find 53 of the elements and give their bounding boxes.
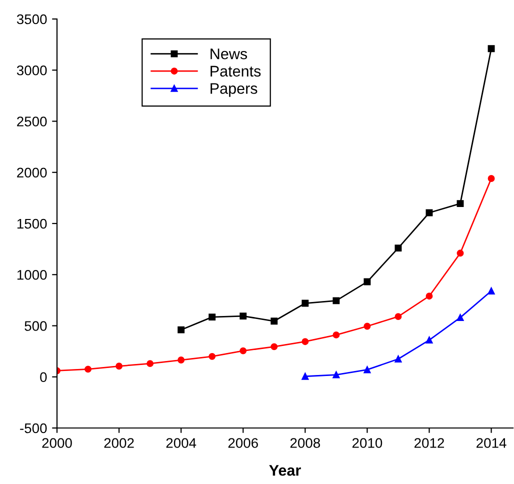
- point: [178, 326, 185, 334]
- point: [364, 278, 371, 286]
- point: [84, 366, 92, 373]
- x-tick-label: 2014: [476, 438, 506, 448]
- x-tick-label: 2004: [166, 438, 196, 448]
- x-tick-label: 2010: [352, 438, 382, 448]
- x-tick-label: 2006: [228, 438, 258, 448]
- y-tick-label: 2000: [17, 168, 47, 178]
- point: [270, 318, 278, 325]
- point: [270, 343, 278, 350]
- point: [426, 209, 433, 216]
- point: [488, 288, 495, 294]
- point: [426, 336, 433, 344]
- x-tick-label: 2002: [104, 438, 134, 448]
- point: [332, 371, 340, 378]
- point: [426, 292, 433, 300]
- point: [332, 297, 340, 304]
- y-tick-label: 3500: [16, 14, 47, 24]
- point: [208, 352, 216, 360]
- point: [302, 300, 309, 307]
- point: [240, 347, 247, 354]
- point: [146, 360, 154, 368]
- point: [488, 45, 495, 52]
- point: [240, 312, 247, 320]
- point: [456, 200, 464, 208]
- y-tick-label: 3000: [16, 65, 47, 76]
- x-tick-label: 2008: [290, 438, 320, 448]
- y-tick-label: 500: [24, 321, 47, 331]
- point: [394, 356, 402, 362]
- legend-label: News: [210, 48, 248, 60]
- x-tick-label: 2012: [414, 438, 444, 448]
- point: [456, 314, 464, 322]
- legend-label: Papers: [210, 83, 258, 97]
- y-tick-label: 1000: [17, 270, 47, 280]
- point: [364, 322, 371, 330]
- point: [302, 372, 309, 380]
- point: [394, 313, 402, 320]
- point: [178, 356, 185, 364]
- y-tick-label: 1500: [17, 218, 47, 229]
- point: [394, 244, 402, 252]
- legend-label: Patents: [210, 66, 261, 77]
- y-tick-label: 0: [40, 372, 47, 382]
- point: [332, 331, 340, 338]
- y-tick-label: -500: [20, 423, 47, 434]
- y-tick-label: 2500: [17, 116, 47, 126]
- x-axis-title: Year: [269, 465, 301, 476]
- point: [208, 314, 216, 321]
- x-tick-label: 2000: [42, 438, 72, 448]
- point: [302, 338, 309, 346]
- point: [116, 362, 123, 370]
- point: [456, 250, 464, 257]
- point: [364, 366, 371, 374]
- point: [488, 175, 495, 182]
